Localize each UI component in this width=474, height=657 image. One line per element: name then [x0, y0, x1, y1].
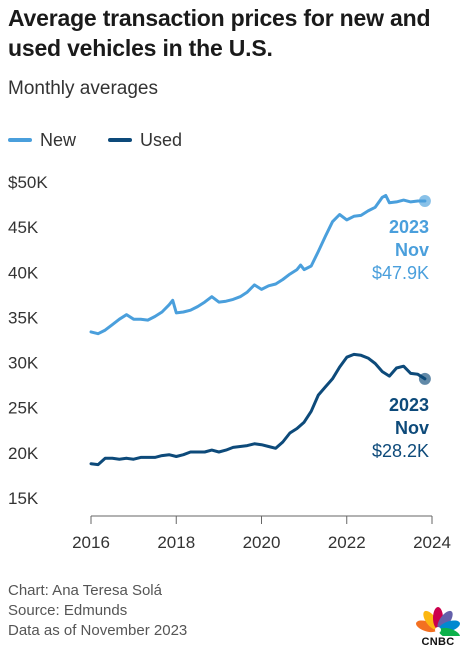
line-chart: $50K 45K 40K 35K 30K 25K 20K 15K 2016 2018 2020 202…: [8, 173, 451, 552]
y-tick-label: 45K: [8, 218, 39, 237]
legend-label-new: New: [40, 129, 77, 150]
chart-title: Average transaction prices for new and u…: [8, 5, 431, 61]
legend-item-new: New: [8, 130, 76, 151]
chart-date-note: Data as of November 2023: [8, 622, 188, 639]
legend-label-used: Used: [140, 129, 183, 150]
series-end-marker-used: [418, 372, 431, 385]
end-label-year: 2023: [389, 217, 429, 237]
y-tick-label: 30K: [8, 354, 39, 373]
chart-footer: Chart: Ana Teresa Solá Source: Edmunds D…: [8, 581, 187, 641]
chart-source: Source: Edmunds: [8, 602, 128, 619]
x-tick-label: 2020: [243, 533, 281, 552]
chart-legend: New Used: [8, 128, 214, 152]
x-tick-label: 2024: [413, 533, 451, 552]
end-label-value: $47.9K: [372, 263, 429, 283]
x-tick-label: 2022: [328, 533, 366, 552]
end-label-month: Nov: [395, 418, 429, 438]
cnbc-logo-text: CNBC: [421, 636, 455, 648]
end-label-month: Nov: [395, 240, 429, 260]
series-end-marker-new: [418, 194, 431, 207]
y-tick-label: 40K: [8, 263, 39, 282]
end-label-value: $28.2K: [372, 441, 429, 461]
peacock-icon: [416, 607, 460, 640]
cnbc-logo: CNBC: [412, 600, 464, 652]
y-tick-label: 20K: [8, 444, 39, 463]
end-label-year: 2023: [389, 395, 429, 415]
chart-credit: Chart: Ana Teresa Solá: [8, 582, 162, 599]
legend-item-used: Used: [108, 130, 182, 151]
y-tick-label: 35K: [8, 308, 39, 327]
y-tick-label: 15K: [8, 489, 39, 508]
y-tick-label: 25K: [8, 399, 39, 418]
y-tick-label: $50K: [8, 173, 48, 192]
x-tick-label: 2018: [157, 533, 195, 552]
legend-swatch-new: [8, 138, 32, 142]
x-tick-label: 2016: [72, 533, 110, 552]
series-line-used: [89, 352, 427, 467]
series-line-new: [89, 194, 427, 336]
legend-swatch-used: [108, 138, 133, 142]
chart-subtitle: Monthly averages: [8, 78, 158, 99]
